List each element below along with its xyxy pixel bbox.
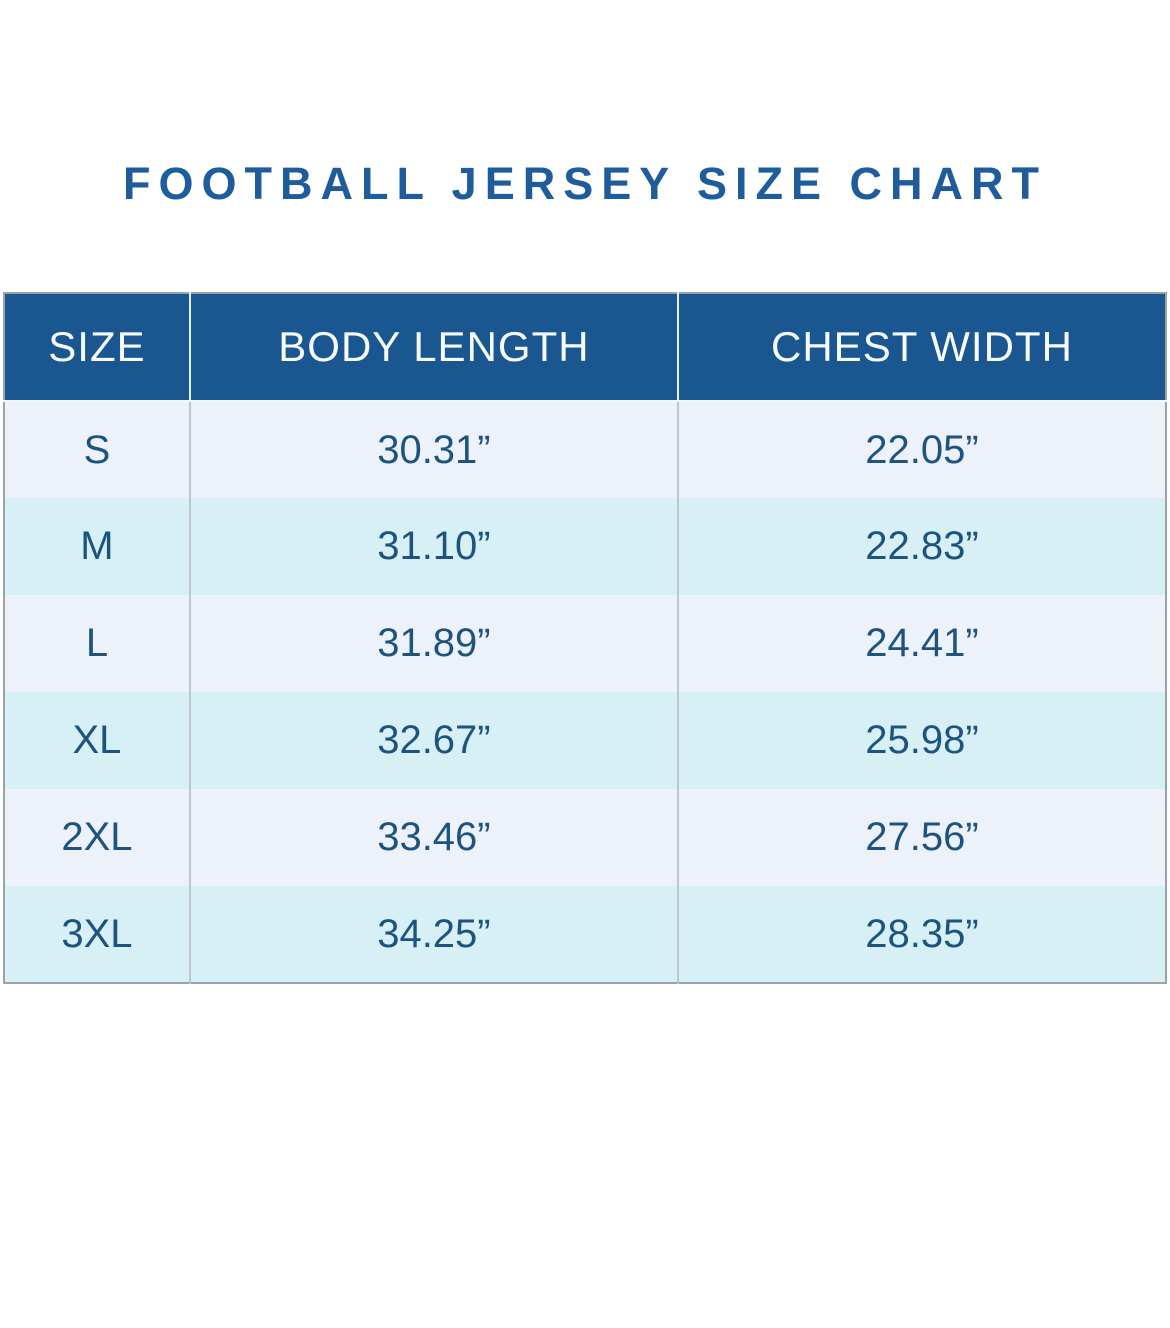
body-length-cell: 33.46” xyxy=(188,789,678,886)
size-chart-container: SIZE BODY LENGTH CHEST WIDTH S 30.31” 22… xyxy=(3,292,1167,984)
table-row: XL 32.67” 25.98” xyxy=(4,692,1166,789)
table-body: S 30.31” 22.05” M 31.10” 22.83” L 31.89”… xyxy=(4,401,1166,983)
header-row: SIZE BODY LENGTH CHEST WIDTH xyxy=(4,293,1166,402)
body-length-cell: 32.67” xyxy=(188,692,678,789)
header-cell-body-length: BODY LENGTH xyxy=(188,293,678,402)
table-row: 2XL 33.46” 27.56” xyxy=(4,789,1166,886)
table-row: 3XL 34.25” 28.35” xyxy=(4,886,1166,983)
size-cell: L xyxy=(4,595,190,692)
body-length-cell: 34.25” xyxy=(188,886,678,983)
size-cell: 2XL xyxy=(4,789,190,886)
body-length-cell: 30.31” xyxy=(188,401,678,498)
size-cell: M xyxy=(4,498,190,595)
size-cell: S xyxy=(4,401,190,498)
chest-width-cell: 22.83” xyxy=(676,498,1166,595)
page-title: FOOTBALL JERSEY SIZE CHART xyxy=(123,158,1047,209)
body-length-cell: 31.10” xyxy=(188,498,678,595)
chest-width-cell: 25.98” xyxy=(676,692,1166,789)
size-cell: XL xyxy=(4,692,190,789)
size-cell: 3XL xyxy=(4,886,190,983)
header-cell-chest-width: CHEST WIDTH xyxy=(676,293,1166,402)
chest-width-cell: 27.56” xyxy=(676,789,1166,886)
table-row: M 31.10” 22.83” xyxy=(4,498,1166,595)
chest-width-cell: 28.35” xyxy=(676,886,1166,983)
size-chart-table: SIZE BODY LENGTH CHEST WIDTH S 30.31” 22… xyxy=(3,292,1167,984)
chest-width-cell: 24.41” xyxy=(676,595,1166,692)
table-row: L 31.89” 24.41” xyxy=(4,595,1166,692)
table-header: SIZE BODY LENGTH CHEST WIDTH xyxy=(4,293,1166,402)
body-length-cell: 31.89” xyxy=(188,595,678,692)
header-cell-size: SIZE xyxy=(4,293,190,402)
table-row: S 30.31” 22.05” xyxy=(4,401,1166,498)
chest-width-cell: 22.05” xyxy=(676,401,1166,498)
